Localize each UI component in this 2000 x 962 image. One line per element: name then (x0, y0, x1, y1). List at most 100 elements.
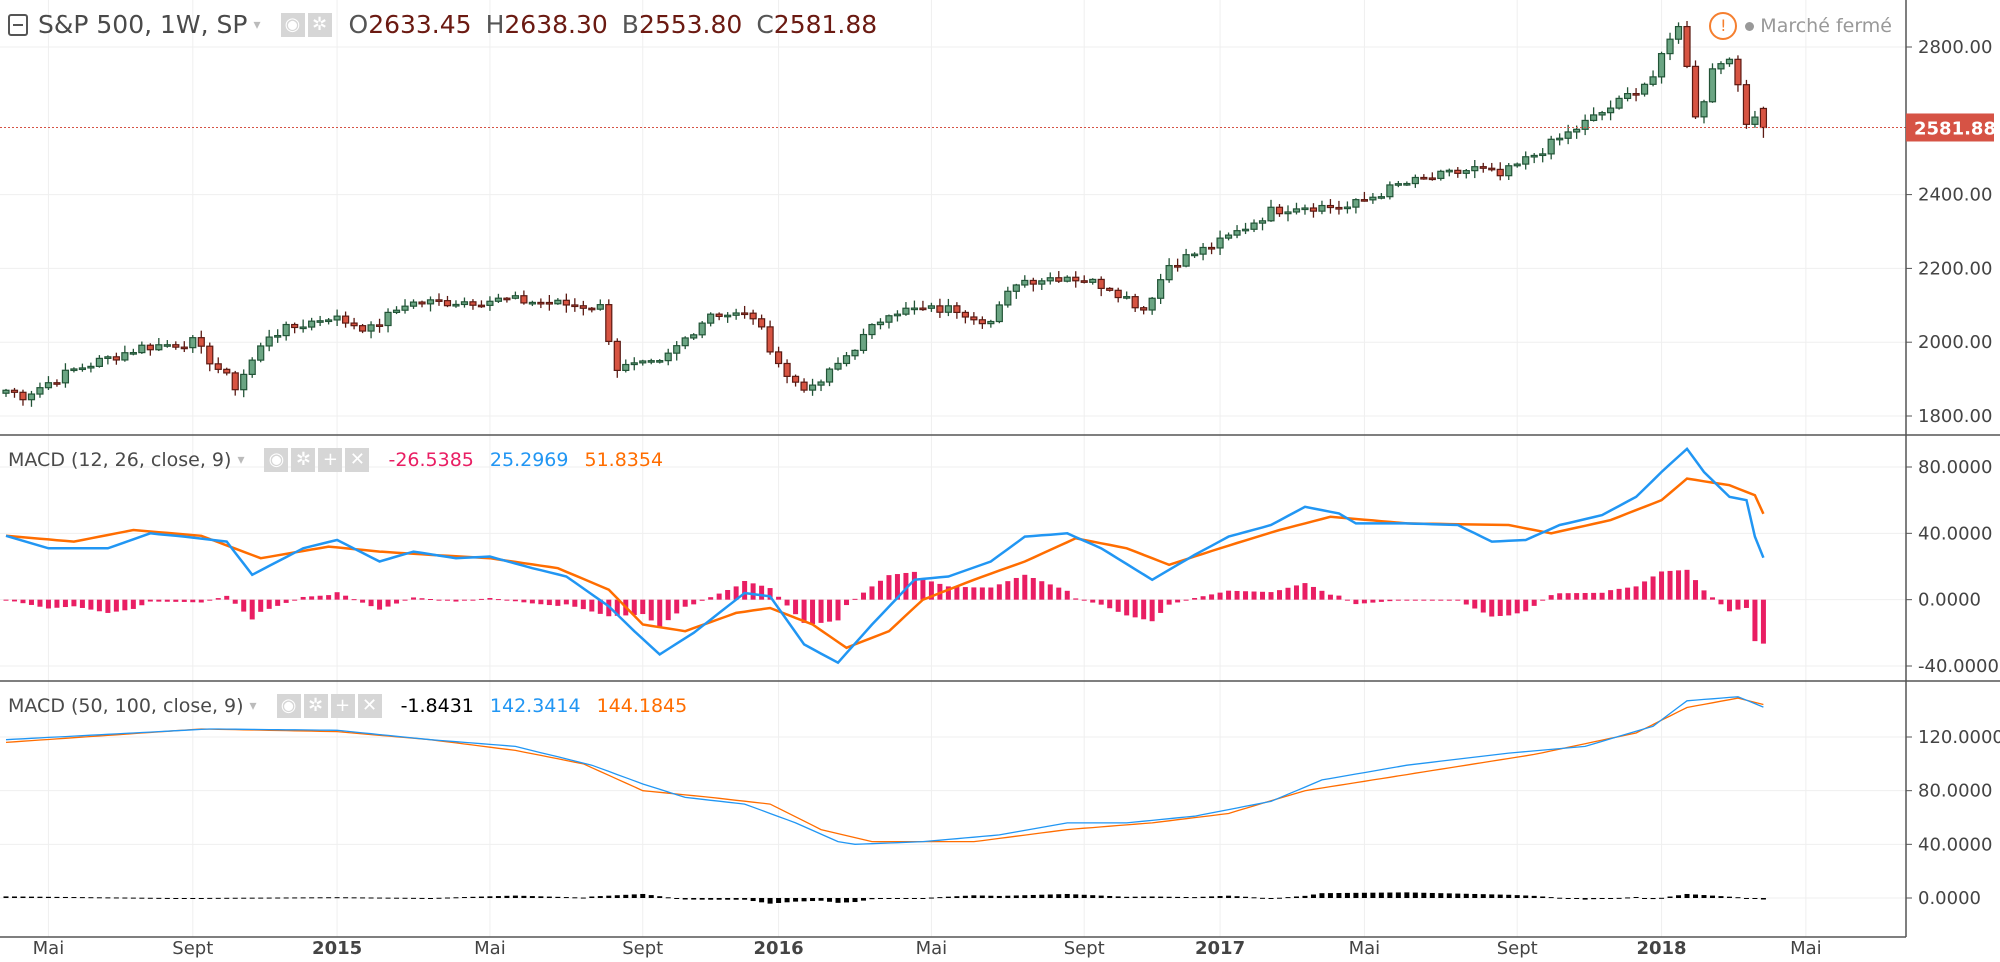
gear-icon[interactable]: ✲ (307, 12, 332, 37)
macd2-histogram-bar (1107, 895, 1113, 898)
macd2-histogram-bar (402, 897, 408, 899)
candle-down (1029, 279, 1037, 285)
candle-up (299, 326, 307, 330)
macd1-histogram-bar (1081, 599, 1087, 601)
candle-up (868, 323, 876, 336)
macd1-histogram-bar (37, 599, 43, 607)
macd1-histogram-bar (241, 599, 247, 612)
chevron-down-icon[interactable]: ▾ (237, 452, 245, 468)
macd2-histogram-bar (147, 897, 153, 899)
candle-up (87, 365, 95, 369)
macd1-histogram-bar (1149, 599, 1155, 622)
macd1-histogram-bar (1293, 585, 1299, 600)
collapse-legend-icon[interactable] (8, 13, 28, 36)
candle-down (1683, 25, 1691, 67)
plus-icon[interactable]: + (318, 448, 343, 472)
candle-down (1335, 206, 1343, 210)
candle-up (36, 387, 44, 395)
macd2-histogram-bar (716, 898, 722, 900)
eye-icon[interactable]: ◉ (276, 694, 301, 718)
macd1-histogram-bar (62, 599, 68, 608)
plus-icon[interactable]: + (330, 694, 355, 718)
chevron-down-icon[interactable]: ▾ (249, 698, 257, 714)
macd1-histogram-bar (215, 598, 221, 600)
candle-down (342, 315, 350, 324)
gear-icon[interactable]: ✲ (303, 694, 328, 718)
candle-down (1097, 278, 1105, 289)
macd2-histogram-bar (1760, 898, 1766, 900)
macd1-histogram-bar (1591, 592, 1597, 600)
symbol-title[interactable]: S&P 500, 1W, SP (38, 10, 248, 39)
macd2-histogram-bar (1557, 897, 1563, 899)
macd2-histogram-bar (954, 896, 960, 898)
candle-up (1012, 284, 1020, 292)
macd1-histogram-bar (1056, 587, 1062, 600)
macd1-histogram-bar (249, 599, 255, 620)
candle-up (842, 355, 851, 365)
macd2-macd-value: 142.3414 (489, 695, 581, 717)
eye-icon[interactable]: ◉ (280, 12, 305, 37)
macd2-histogram-bar (996, 895, 1002, 898)
macd1-histogram-bar (1455, 599, 1461, 601)
candle-down (1080, 280, 1088, 283)
macd2-histogram-bar (1506, 894, 1512, 898)
macd2-histogram-bar (1217, 896, 1223, 898)
gear-icon[interactable]: ✲ (291, 448, 316, 472)
candle-down (588, 307, 596, 311)
macd1-title[interactable]: MACD (12, 26, close, 9) (8, 449, 232, 471)
macd1-histogram-bar (835, 599, 841, 621)
chevron-down-icon[interactable]: ▾ (253, 16, 261, 33)
macd2-histogram-bar (827, 898, 833, 902)
candle-down (1632, 93, 1640, 96)
candle-up (656, 360, 664, 363)
close-icon[interactable]: ✕ (345, 448, 370, 472)
close-icon[interactable]: ✕ (357, 694, 382, 718)
time-axis-label: Mai (474, 938, 506, 959)
macd2-histogram-bar (37, 896, 43, 898)
macd2-histogram-bar (759, 898, 765, 903)
candle-up (851, 349, 859, 357)
macd1-tick-label: 80.0000 (1918, 457, 1992, 478)
macd1-histogram-bar (300, 596, 306, 600)
macd2-histogram-bar (1285, 897, 1291, 899)
candle-down (112, 356, 120, 361)
macd2-title[interactable]: MACD (50, 100, close, 9) (8, 695, 244, 717)
macd1-histogram-bar (156, 599, 162, 602)
candle-down (1309, 207, 1318, 212)
macd2-histogram-bar (368, 897, 374, 899)
macd1-histogram-bar (1404, 599, 1410, 601)
macd2-histogram-bar (699, 898, 705, 900)
warning-icon[interactable]: ! (1709, 12, 1738, 40)
macd1-histogram-bar (1285, 587, 1291, 600)
macd1-histogram-bar (453, 599, 459, 602)
candle-up (129, 351, 137, 355)
macd2-histogram-bar (860, 898, 866, 901)
macd2-histogram-bar (1056, 894, 1062, 898)
macd1-histogram-bar (130, 599, 136, 609)
macd2-histogram-bar (1073, 894, 1079, 898)
macd1-histogram-bar (1361, 599, 1367, 604)
macd2-histogram-bar (657, 896, 663, 898)
macd2-tick-label: 40.0000 (1918, 834, 1992, 855)
open-value: 2633.45 (368, 10, 472, 39)
macd1-histogram-bar (1659, 571, 1665, 600)
macd1-histogram-bar (1548, 595, 1554, 600)
macd1-histogram-bar (1472, 599, 1478, 609)
macd2-histogram-bar (241, 897, 247, 899)
candle-down (800, 381, 808, 391)
eye-icon[interactable]: ◉ (264, 448, 289, 472)
macd1-histogram-bar (1438, 599, 1444, 601)
macd2-histogram-bar (1370, 892, 1376, 898)
macd1-histogram-bar (1090, 599, 1096, 603)
macd2-histogram-bar (1243, 896, 1249, 898)
macd2-histogram-bar (326, 897, 332, 899)
macd1-histogram-bar (1684, 569, 1690, 600)
candle-down (936, 305, 944, 313)
candle-down (1275, 206, 1284, 215)
macd1-histogram-bar (1047, 584, 1053, 600)
candle-up (1123, 296, 1131, 299)
macd2-histogram-bar (1446, 893, 1452, 898)
candle-down (1454, 169, 1462, 174)
macd1-histogram-bar (1260, 591, 1266, 600)
